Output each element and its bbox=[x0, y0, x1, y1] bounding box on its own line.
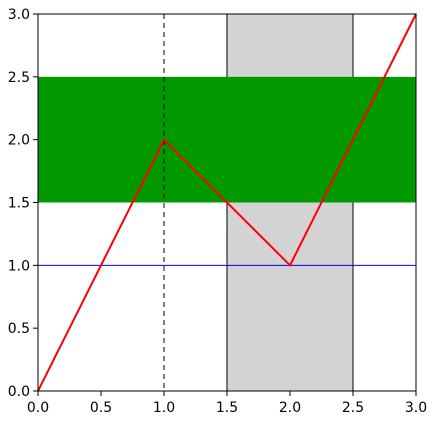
horizontal-spans bbox=[38, 76, 416, 203]
x-axis-ticks: 0.0 0.5 1.0 1.5 2.0 2.5 3.0 bbox=[27, 391, 427, 416]
y-tick-label-4: 2.0 bbox=[8, 133, 30, 149]
x-tick-label-5: 2.5 bbox=[342, 400, 364, 416]
x-tick-label-0: 0.0 bbox=[27, 400, 49, 416]
x-tick-label-2: 1.0 bbox=[153, 400, 175, 416]
x-tick-label-3: 1.5 bbox=[216, 400, 238, 416]
y-tick-label-5: 2.5 bbox=[8, 70, 30, 86]
y-tick-label-0: 0.0 bbox=[8, 384, 30, 400]
series-lines bbox=[37, 13, 417, 392]
y-tick-label-3: 1.5 bbox=[8, 196, 30, 212]
x-tick-label-1: 0.5 bbox=[90, 400, 112, 416]
x-tick-label-6: 3.0 bbox=[405, 400, 427, 416]
series-line-0 bbox=[37, 13, 417, 392]
x-tick-label-4: 2.0 bbox=[279, 400, 301, 416]
y-tick-label-2: 1.0 bbox=[8, 258, 30, 274]
y-axis-ticks: 0.0 0.5 1.0 1.5 2.0 2.5 3.0 bbox=[8, 7, 38, 400]
horizontal-span-0 bbox=[38, 76, 416, 203]
y-tick-label-1: 0.5 bbox=[8, 321, 30, 337]
y-tick-label-6: 3.0 bbox=[8, 7, 30, 23]
